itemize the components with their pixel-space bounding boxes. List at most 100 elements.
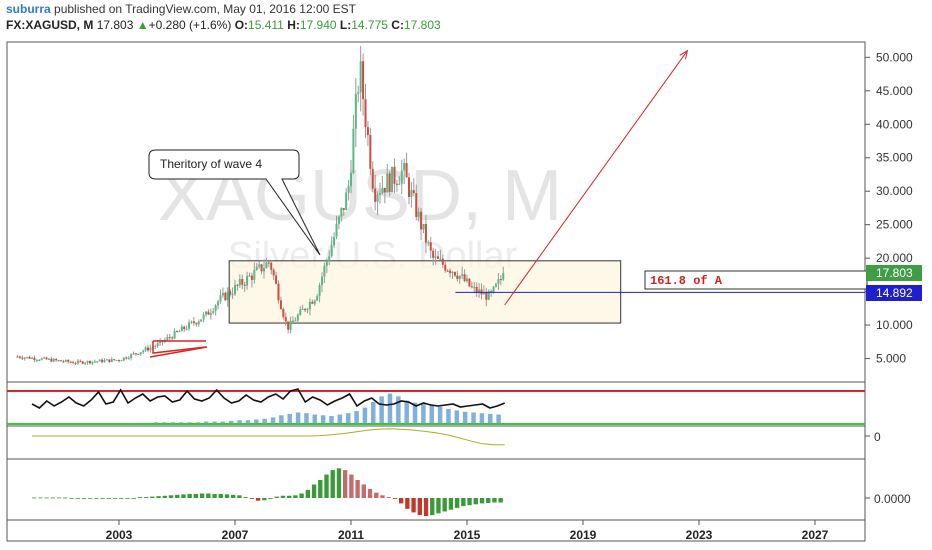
candle-body xyxy=(405,163,408,178)
histogram-bar xyxy=(119,498,124,499)
candle-body xyxy=(458,275,461,279)
x-tick-label: 2015 xyxy=(454,528,481,542)
osc-hist-bar xyxy=(437,406,443,423)
histogram-bar xyxy=(131,498,136,499)
histogram-bar xyxy=(106,498,111,499)
osc-hist-bar xyxy=(187,422,192,423)
candle-body xyxy=(451,272,454,274)
candle-body xyxy=(364,99,367,128)
histogram-bar xyxy=(206,493,211,498)
histogram-bar xyxy=(212,493,217,498)
y-tick-label: 40.000 xyxy=(876,117,913,131)
histogram-bar xyxy=(299,493,304,498)
osc-hist-bar xyxy=(354,411,359,423)
osc-hist-bar xyxy=(254,419,259,423)
candle-body xyxy=(449,270,452,274)
open-label: O: xyxy=(234,18,249,32)
symbol-info: FX:XAGUSD, M 17.803 ▲+0.280 (+1.6%) O:15… xyxy=(6,18,441,32)
candle-body xyxy=(415,193,418,217)
candle-body xyxy=(188,322,191,329)
candle-body xyxy=(296,315,299,321)
histogram-bar xyxy=(361,484,366,498)
candle-body xyxy=(487,291,490,300)
candle-body xyxy=(28,356,31,359)
level-price-tag xyxy=(866,285,922,301)
candle-body xyxy=(289,320,292,330)
candle-body xyxy=(275,275,278,284)
candle-body xyxy=(270,262,273,270)
candle-body xyxy=(200,319,203,322)
candle-body xyxy=(347,186,350,193)
open-value: 15.411 xyxy=(248,18,284,32)
candle-body xyxy=(294,320,297,322)
candle-body xyxy=(272,269,275,276)
histogram-bar xyxy=(342,470,348,498)
candle-body xyxy=(60,360,62,362)
histogram-bar xyxy=(305,489,311,498)
osc-hist-bar xyxy=(329,416,334,423)
histogram-bar xyxy=(336,468,342,498)
histogram-bar xyxy=(255,498,261,501)
arrow-head-icon xyxy=(679,49,689,60)
candlestick-series xyxy=(16,45,505,366)
osc-hist-bar xyxy=(162,422,167,423)
candle-body xyxy=(183,326,186,330)
candle-body xyxy=(168,337,171,339)
osc-hist-bar xyxy=(212,421,217,423)
histogram-bar xyxy=(187,493,192,498)
candle-body xyxy=(178,331,181,333)
candle-body xyxy=(362,61,365,100)
projection-arrow[interactable] xyxy=(504,50,688,306)
histogram-bar xyxy=(243,497,248,498)
histogram-bar xyxy=(454,498,460,508)
candle-body xyxy=(461,274,464,276)
low-label: L: xyxy=(339,18,352,32)
candle-body xyxy=(93,361,96,363)
candle-body xyxy=(485,292,488,300)
histogram-bar xyxy=(355,480,360,498)
candle-body xyxy=(502,272,505,280)
candle-body xyxy=(470,286,473,288)
candle-body xyxy=(149,347,152,351)
osc-hist-bar xyxy=(228,420,234,423)
osc-hist-bar xyxy=(295,412,301,423)
candle-body xyxy=(64,359,67,362)
candle-body xyxy=(342,208,345,210)
histogram-bar xyxy=(436,498,441,514)
candle-body xyxy=(383,187,386,193)
histogram-bar xyxy=(380,495,385,498)
histogram-bar xyxy=(448,498,454,510)
histogram-bar xyxy=(367,489,373,498)
candle-body xyxy=(221,292,224,296)
candle-body xyxy=(277,283,280,301)
histogram-bar xyxy=(150,496,155,498)
histogram-bar xyxy=(262,498,267,501)
osc-hist-bar xyxy=(220,421,226,423)
x-tick-label: 2019 xyxy=(570,528,597,542)
candle-body xyxy=(398,183,401,185)
candle-body xyxy=(313,300,316,304)
callout-bubble[interactable] xyxy=(148,149,321,256)
candle-body xyxy=(282,309,285,318)
osc-hist-bar xyxy=(421,404,426,423)
osc-hist-bar xyxy=(479,413,485,423)
candle-body xyxy=(492,286,495,293)
histogram-bar xyxy=(311,484,317,498)
candle-body xyxy=(52,358,55,362)
candle-body xyxy=(395,183,398,185)
candle-body xyxy=(62,361,65,363)
osc-hist-bar xyxy=(462,411,468,423)
histogram-bar xyxy=(324,474,329,498)
candle-body xyxy=(490,291,493,293)
candle-body xyxy=(156,343,159,347)
candle-body xyxy=(473,286,476,288)
author-link[interactable]: suburra xyxy=(6,2,51,16)
histogram-bar xyxy=(492,498,497,503)
change-up-icon: ▲ xyxy=(136,18,149,32)
candle-body xyxy=(420,211,423,230)
candle-body xyxy=(350,172,352,187)
osc-hist-bar xyxy=(203,421,209,423)
candle-body xyxy=(478,289,481,293)
candle-body xyxy=(214,305,217,312)
